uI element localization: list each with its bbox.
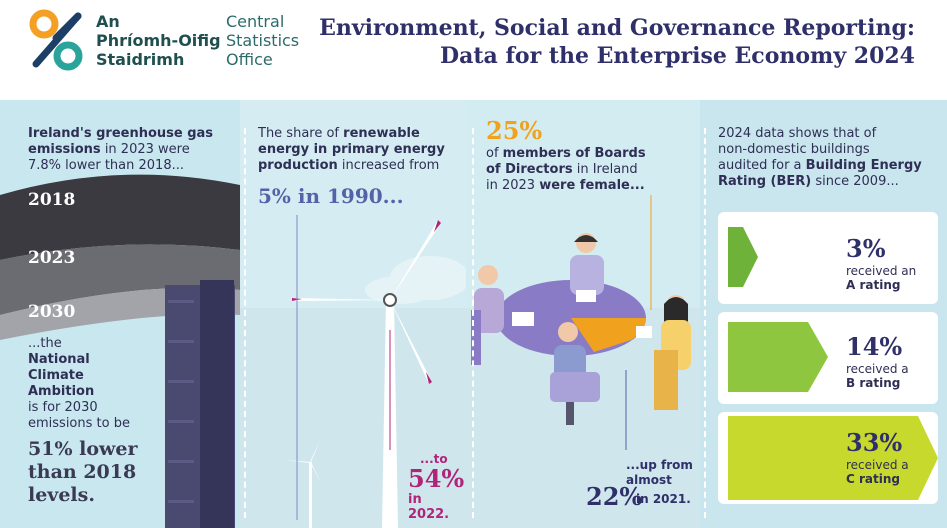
boards-text: of members of Boards of Directors in Ire… xyxy=(486,146,646,194)
b-rating-arrow xyxy=(728,322,828,392)
ber-panel: 2024 data shows that of non-domestic bui… xyxy=(700,100,947,528)
renewable-intro: The share of renewable energy in primary… xyxy=(258,126,445,174)
ambition-line: Climate xyxy=(28,368,84,383)
logo-english-name: Central Statistics Office xyxy=(226,12,299,69)
ghg-intro-line: Ireland's greenhouse gas xyxy=(28,126,214,141)
ambition-line: Ambition xyxy=(28,384,95,399)
ber-line: 2024 data shows that of xyxy=(718,126,877,141)
ber-bold: Rating (BER) xyxy=(718,174,812,189)
year-2030-label: 2030 xyxy=(28,302,76,322)
ber-bold: Building Energy xyxy=(805,158,922,173)
a-rating-value: 3% xyxy=(846,234,886,263)
page-title: Environment, Social and Governance Repor… xyxy=(319,14,915,70)
c-rating-text: received a xyxy=(846,458,909,472)
title-line: Environment, Social and Governance Repor… xyxy=(319,15,915,41)
ber-a-card: 3% received an A rating xyxy=(718,212,938,304)
boards-plain: in Ireland xyxy=(572,162,638,177)
boards-female-share: 25% xyxy=(486,116,543,145)
renewable-2022-value: 54% xyxy=(408,464,465,493)
boards-bold: were female... xyxy=(539,178,645,193)
c-rating-value: 33% xyxy=(846,428,903,457)
ghg-panel: Ireland's greenhouse gas emissions in 20… xyxy=(0,100,240,528)
ghg-intro-bold: emissions xyxy=(28,142,101,157)
ambition-line: ...the xyxy=(28,336,62,351)
ambition-line: is for 2030 xyxy=(28,400,98,415)
renewable-text: increased from xyxy=(337,158,440,173)
ber-intro: 2024 data shows that of non-domestic bui… xyxy=(718,126,922,190)
boards-bold: of Directors xyxy=(486,162,573,177)
renewable-1990-value: 5% in 1990... xyxy=(258,184,404,208)
renewable-line: energy in primary energy xyxy=(258,142,445,157)
ghg-intro: Ireland's greenhouse gas emissions in 20… xyxy=(28,126,213,174)
ghg-intro-text: in 2023 were xyxy=(100,142,190,157)
logo-en-line: Office xyxy=(226,50,273,69)
logo-ga-line: An xyxy=(96,12,120,31)
renewable-panel: The share of renewable energy in primary… xyxy=(240,100,466,528)
boards-plain: of xyxy=(486,146,503,161)
ber-line: non-domestic buildings xyxy=(718,142,870,157)
c-rating-label: C rating xyxy=(846,472,900,486)
panel-divider xyxy=(704,128,706,518)
logo-ga-line: Staidrimh xyxy=(96,50,185,69)
sea-background xyxy=(240,308,466,528)
boards-plain: in 2023 xyxy=(486,178,540,193)
a-rating-text: received an xyxy=(846,264,917,278)
ambition-line: National xyxy=(28,352,90,367)
renewable-bold: production xyxy=(258,158,338,173)
ber-b-card: 14% received a B rating xyxy=(718,312,938,404)
ghg-ambition: ...the National Climate Ambition is for … xyxy=(28,336,130,432)
ambition-line: emissions to be xyxy=(28,416,130,431)
a-rating-arrow xyxy=(728,227,758,287)
logo-ga-line: Phríomh-Oifig xyxy=(96,31,221,50)
up-from-line: almost xyxy=(626,473,672,487)
target-line: levels. xyxy=(28,484,95,506)
ber-plain: since 2009... xyxy=(811,174,899,189)
boards-2021-value: 22% xyxy=(586,482,643,511)
boards-panel: 25% of members of Boards of Directors in… xyxy=(466,100,700,528)
logo-irish-name: An Phríomh-Oifig Staidrimh xyxy=(96,12,221,69)
wind-turbine-illustration xyxy=(284,215,466,528)
target-line: 51% lower xyxy=(28,438,138,460)
renewable-text: The share of xyxy=(258,126,344,141)
boards-bold: members of Boards xyxy=(502,146,646,161)
b-rating-text: received a xyxy=(846,362,909,376)
renewable-2022-label: in 2022. xyxy=(408,492,450,522)
boardroom-meeting-illustration xyxy=(471,195,691,450)
target-line: than 2018 xyxy=(28,461,137,483)
c-rating-arrow xyxy=(728,416,938,500)
cso-logo-icon xyxy=(29,9,83,71)
logo-en-line: Central xyxy=(226,12,285,31)
ber-plain: audited for a xyxy=(718,158,806,173)
panel-divider xyxy=(472,128,474,518)
logo-en-line: Statistics xyxy=(226,31,300,50)
year-2018-label: 2018 xyxy=(28,190,76,210)
ber-c-card: 33% received a C rating xyxy=(718,412,938,504)
year-2023-label: 2023 xyxy=(28,248,76,268)
ghg-intro-line: 7.8% lower than 2018... xyxy=(28,158,184,173)
b-rating-label: B rating xyxy=(846,376,901,390)
up-from-line: ...up from xyxy=(626,458,693,472)
chimney-smoke-illustration xyxy=(0,174,240,528)
renewable-to-label: ...to xyxy=(420,452,448,466)
title-line: Data for the Enterprise Economy 2024 xyxy=(440,43,915,69)
panel-divider xyxy=(244,128,246,518)
b-rating-value: 14% xyxy=(846,332,903,361)
a-rating-label: A rating xyxy=(846,278,901,292)
renewable-bold: renewable xyxy=(343,126,420,141)
header: An Phríomh-Oifig Staidrimh Central Stati… xyxy=(0,0,947,100)
boards-up-from: ...up from almost xyxy=(626,458,693,488)
ghg-target: 51% lower than 2018 levels. xyxy=(28,438,137,507)
boards-2021-label: in 2021. xyxy=(636,492,691,506)
